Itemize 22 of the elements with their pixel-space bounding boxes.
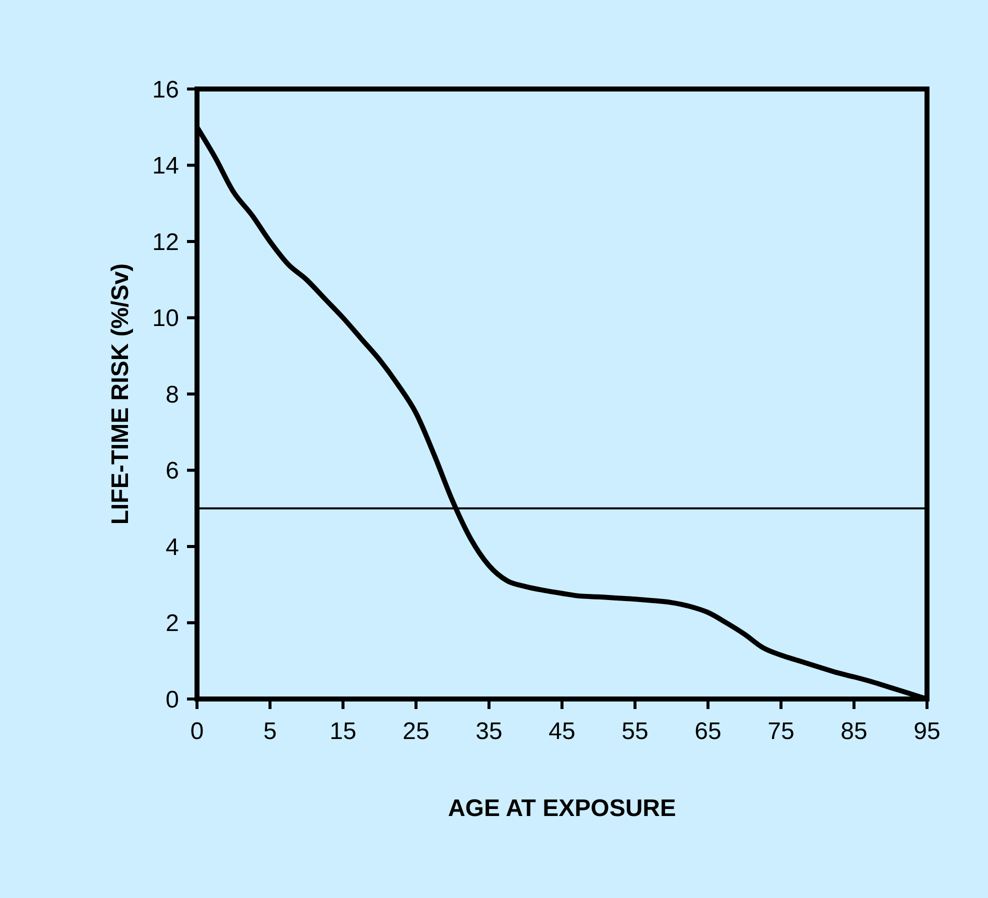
y-tick-label: 4: [166, 534, 179, 561]
y-tick-label: 6: [166, 458, 179, 485]
x-tick-label: 55: [622, 718, 648, 745]
x-tick-label: 5: [263, 718, 277, 745]
y-tick-label: 2: [166, 610, 179, 638]
x-tick-label: 15: [330, 718, 356, 745]
y-tick-label: 14: [152, 152, 179, 180]
x-tick-label: 45: [548, 718, 576, 745]
x-tick-label: 85: [840, 718, 868, 745]
x-tick-label: 35: [476, 718, 502, 745]
x-tick-label: 95: [914, 718, 940, 745]
x-tick-label: 25: [402, 718, 430, 745]
x-tick-label: 75: [768, 718, 794, 745]
y-tick-label: 8: [166, 381, 179, 408]
x-tick-label: 65: [694, 718, 722, 745]
x-axis-title: AGE AT EXPOSURE: [448, 795, 676, 822]
y-tick-label: 0: [166, 686, 179, 714]
y-tick-label: 16: [152, 76, 179, 104]
x-tick-label: 0: [190, 718, 204, 745]
y-axis-title: LIFE-TIME RISK (%/Sv): [107, 263, 134, 525]
y-tick-label: 10: [152, 305, 179, 332]
y-tick-label: 12: [152, 228, 179, 256]
